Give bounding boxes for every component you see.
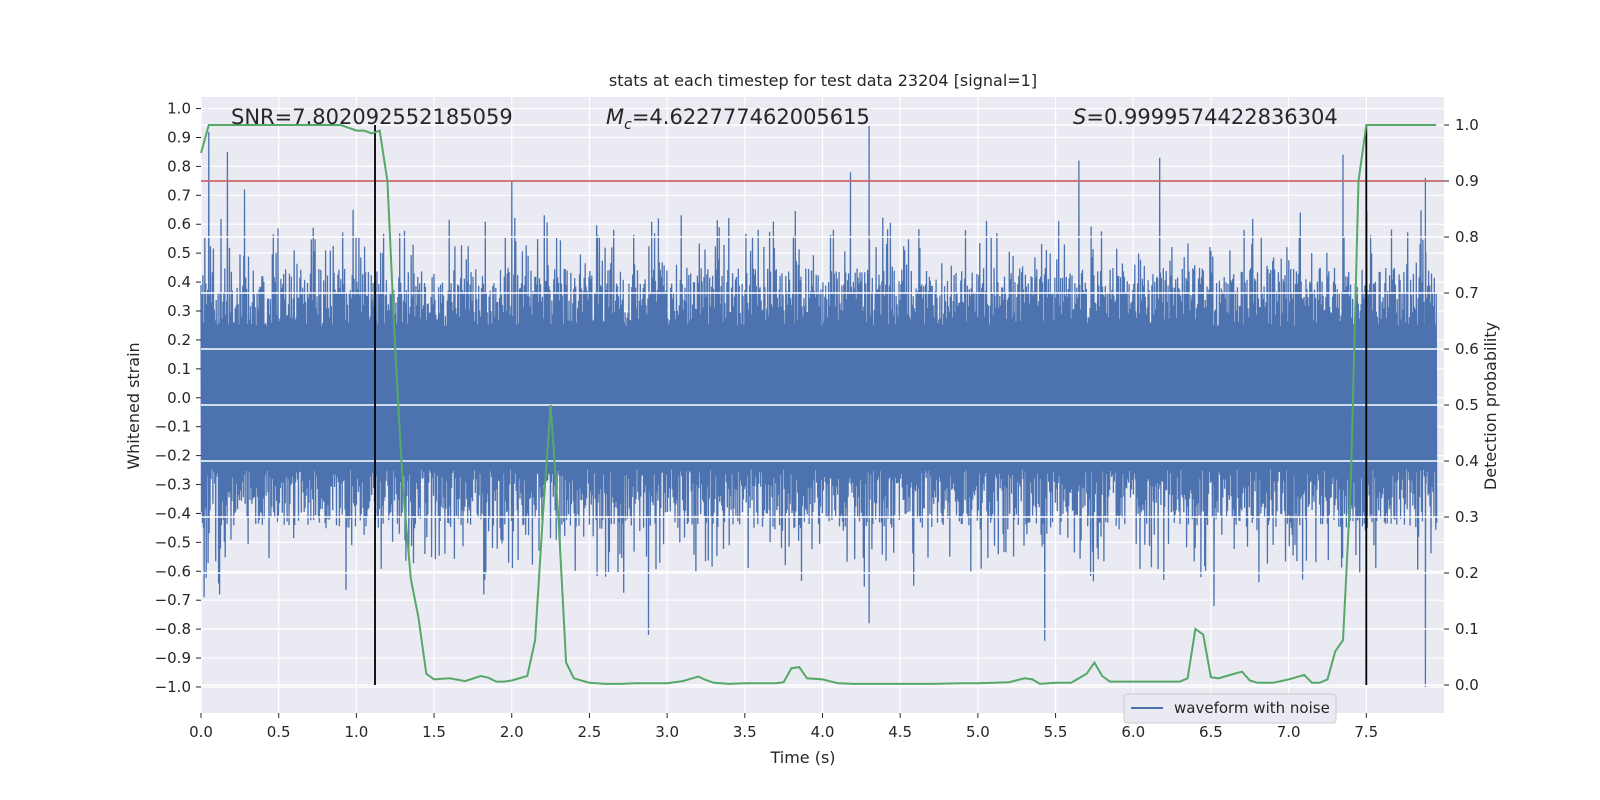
- right-tick-label: 0.0: [1455, 676, 1479, 694]
- left-tick-label: 0.8: [167, 157, 191, 175]
- x-tick-label: 0.5: [267, 723, 291, 741]
- waveform-series: [200, 125, 1438, 688]
- left-tick-label: −0.7: [155, 591, 191, 609]
- right-tick-label: 0.5: [1455, 396, 1479, 414]
- x-tick-label: 0.0: [189, 723, 213, 741]
- x-tick-label: 1.0: [344, 723, 368, 741]
- left-tick-label: 1.0: [167, 100, 191, 118]
- legend-box: [1123, 693, 1337, 724]
- detection-probability-series: [200, 124, 1437, 685]
- chirp-mass-annotation: Mc=4.622777462005615: [606, 105, 870, 133]
- snr-annotation: SNR=7.802092552185059: [231, 105, 513, 129]
- left-tick-label: −0.4: [155, 504, 191, 522]
- left-tick-label: 0.0: [167, 389, 191, 407]
- left-tick-label: 0.6: [167, 215, 191, 233]
- right-tick-label: 0.4: [1455, 452, 1479, 470]
- score-value: =0.9999574422836304: [1086, 105, 1337, 129]
- x-axis-ticks: 0.0 0.5 1.0 1.5 2.0 2.5 3.0 3.5 4.0 4.5 5.0 5.5 6.0 6…: [189, 713, 1378, 741]
- right-tick-label: 0.6: [1455, 340, 1479, 358]
- vertical-markers: [374, 125, 1368, 685]
- right-tick-label: 1.0: [1455, 116, 1479, 134]
- left-tick-label: −0.2: [155, 447, 191, 465]
- x-tick-label: 3.5: [733, 723, 757, 741]
- right-axis-grid: [201, 124, 1444, 686]
- left-tick-label: 0.3: [167, 302, 191, 320]
- chirp-mass-symbol: M: [606, 105, 624, 129]
- left-tick-label: −0.5: [155, 533, 191, 551]
- x-tick-label: 7.0: [1277, 723, 1301, 741]
- left-tick-label: 0.4: [167, 273, 191, 291]
- x-tick-label: 4.0: [811, 723, 835, 741]
- right-tick-label: 0.1: [1455, 620, 1479, 638]
- left-tick-label: 0.5: [167, 244, 191, 262]
- left-axis-ticks: 1.0 0.9 0.8 0.7 0.6 0.5 0.4 0.3 0.2 0.1 0.0 −0.1 −0.…: [155, 100, 201, 696]
- left-tick-label: −0.3: [155, 476, 191, 494]
- legend-label: waveform with noise: [1174, 699, 1330, 717]
- left-tick-label: −0.1: [155, 418, 191, 436]
- x-tick-label: 4.5: [888, 723, 912, 741]
- left-tick-label: −0.8: [155, 620, 191, 638]
- x-tick-label: 6.0: [1121, 723, 1145, 741]
- left-tick-label: 0.9: [167, 128, 191, 146]
- score-annotation: S=0.9999574422836304: [1073, 105, 1338, 129]
- right-axis-ticks: 1.0 0.9 0.8 0.7 0.6 0.5 0.4 0.3 0.2 0.1 0.0: [1444, 116, 1479, 694]
- right-axis-label: Detection probability: [1481, 322, 1500, 490]
- right-tick-label: 0.9: [1455, 172, 1479, 190]
- left-axis-label: Whitened strain: [124, 342, 143, 469]
- left-tick-label: −0.9: [155, 649, 191, 667]
- x-tick-label: 3.0: [655, 723, 679, 741]
- chirp-mass-subscript: c: [624, 117, 632, 133]
- chart-title: stats at each timestep for test data 232…: [609, 71, 1037, 90]
- left-tick-label: 0.1: [167, 360, 191, 378]
- left-tick-label: −1.0: [155, 678, 191, 696]
- x-tick-label: 5.0: [966, 723, 990, 741]
- right-tick-label: 0.7: [1455, 284, 1479, 302]
- x-axis-label: Time (s): [769, 748, 835, 767]
- waveform-line: [200, 125, 1438, 688]
- left-tick-label: 0.7: [167, 186, 191, 204]
- x-tick-label: 2.0: [500, 723, 524, 741]
- legend: waveform with noise: [1123, 693, 1337, 724]
- x-tick-label: 2.5: [578, 723, 602, 741]
- chirp-mass-value: =4.622777462005615: [632, 105, 870, 129]
- x-tick-label: 6.5: [1199, 723, 1223, 741]
- x-tick-label: 7.5: [1354, 723, 1378, 741]
- x-tick-label: 5.5: [1044, 723, 1068, 741]
- right-tick-label: 0.8: [1455, 228, 1479, 246]
- x-tick-label: 1.5: [422, 723, 446, 741]
- right-tick-label: 0.3: [1455, 508, 1479, 526]
- left-tick-label: 0.2: [167, 331, 191, 349]
- score-symbol: S: [1073, 105, 1086, 129]
- left-tick-label: −0.6: [155, 562, 191, 580]
- right-tick-label: 0.2: [1455, 564, 1479, 582]
